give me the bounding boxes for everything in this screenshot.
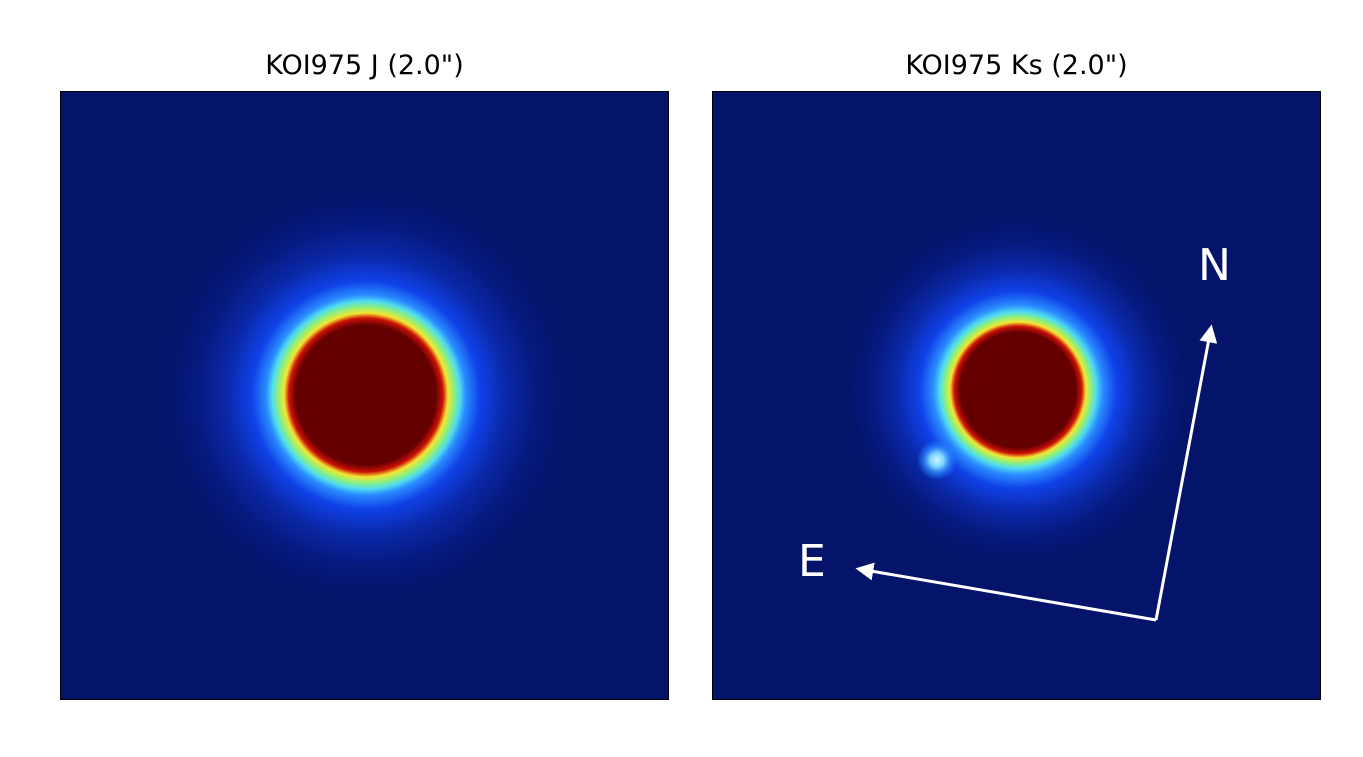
compass: N E	[798, 240, 1231, 622]
north-arrow	[1154, 324, 1218, 621]
image-panel-j-band	[60, 91, 669, 700]
star-image-ks-band: N E	[713, 92, 1320, 699]
companion-star	[917, 440, 957, 480]
star-psf	[848, 220, 1188, 560]
star-image-j-band	[61, 92, 668, 699]
east-arrow	[855, 562, 1157, 622]
east-label: E	[798, 536, 826, 587]
panel-title-ks-band: KOI975 Ks (2.0")	[905, 50, 1128, 81]
panel-title-j-band: KOI975 J (2.0")	[265, 50, 464, 81]
star-psf	[166, 195, 566, 595]
image-panel-ks-band: N E	[712, 91, 1321, 700]
north-label: N	[1198, 240, 1231, 291]
